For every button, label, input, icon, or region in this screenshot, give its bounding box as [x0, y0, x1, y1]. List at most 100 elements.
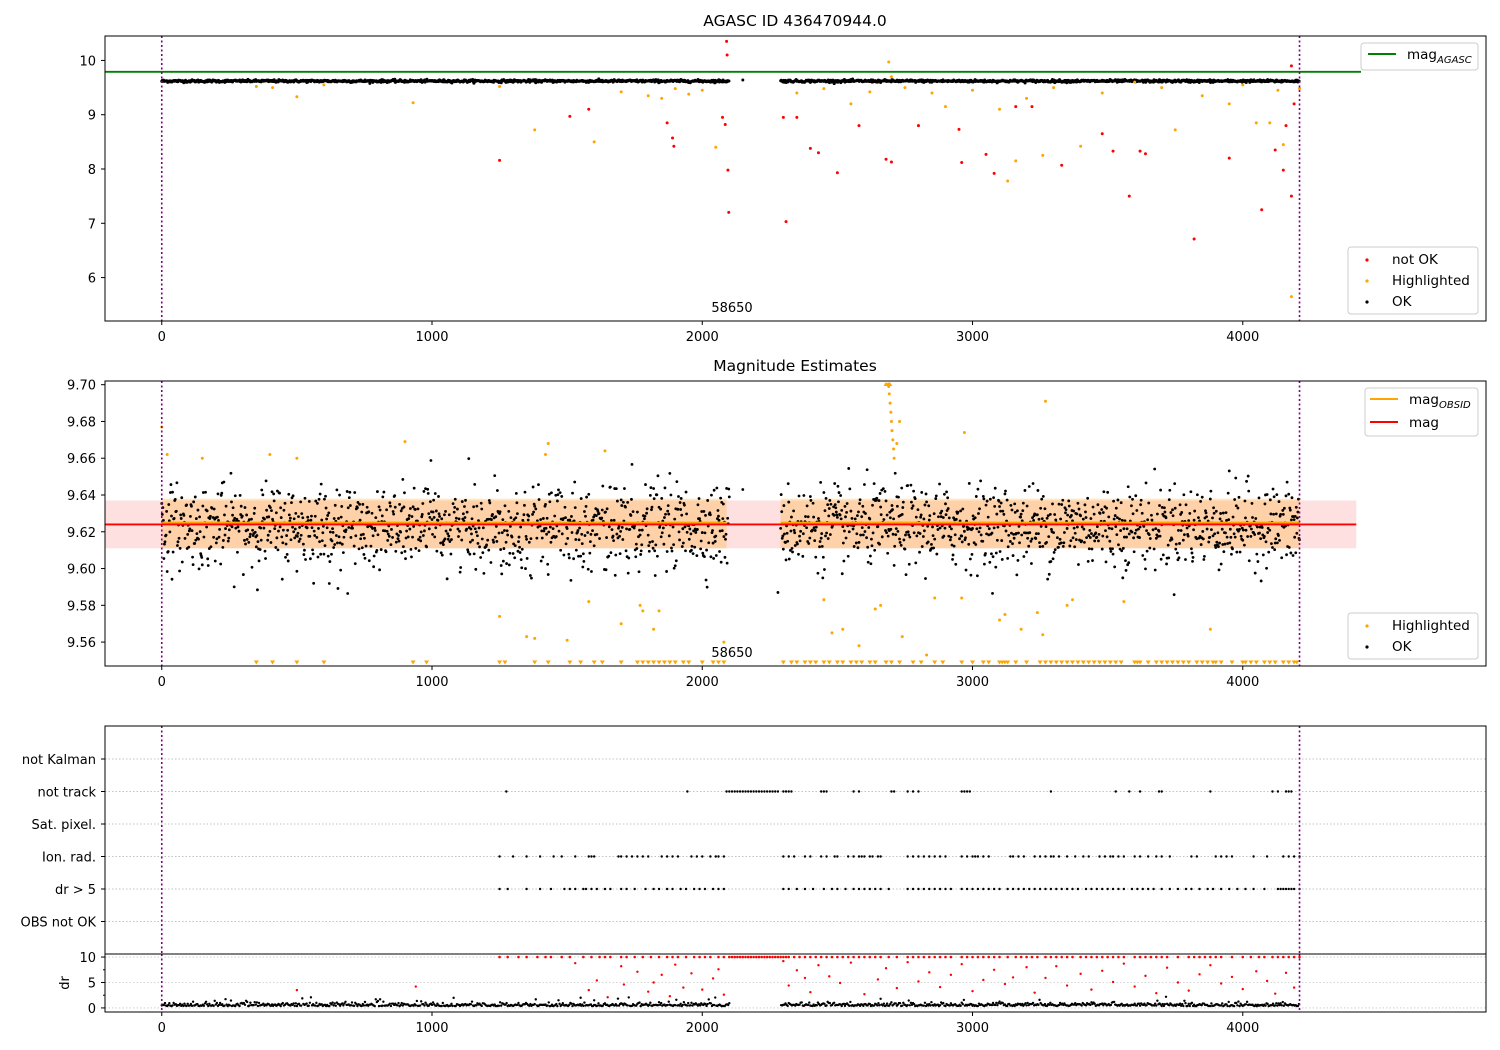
legend-marker-ok [1365, 300, 1369, 304]
ok-point [981, 494, 985, 498]
ok-point [793, 544, 797, 547]
flag-point [987, 855, 990, 858]
ok-point [886, 534, 890, 538]
dr-ok-point [381, 1004, 384, 1007]
ok-point [811, 501, 815, 505]
dr-ok-point [382, 1000, 385, 1003]
ok-point [1190, 547, 1193, 551]
highlighted-point [1035, 611, 1039, 615]
ok-point [865, 468, 869, 472]
ok-point [227, 536, 231, 540]
ok-point [833, 482, 837, 485]
flag-point [887, 887, 890, 891]
ok-point [240, 514, 244, 518]
clipped-highlighted-marker [1075, 660, 1081, 665]
dr-ok-point [454, 1004, 457, 1008]
flag-point [1211, 887, 1215, 891]
legend-marker-not-ok [1365, 258, 1369, 262]
ok-point [411, 505, 415, 509]
ok-point [209, 545, 213, 549]
ok-point [829, 502, 833, 506]
not-ok-point [723, 122, 727, 126]
dr-ok-point [690, 1001, 693, 1005]
ok-point [812, 526, 816, 530]
ok-point [821, 576, 825, 580]
ok-point [1253, 571, 1257, 575]
flag-row-label: Sat. pixel. [32, 818, 96, 833]
ok-point [903, 547, 907, 551]
ok-point [784, 558, 788, 562]
clipped-highlighted-marker [591, 660, 597, 665]
ok-point [1045, 516, 1049, 520]
ok-point [1060, 503, 1064, 506]
highlighted-point [857, 644, 861, 648]
ok-point [373, 526, 377, 530]
ok-point [660, 531, 664, 535]
ok-point [479, 501, 483, 505]
ok-point [548, 500, 552, 504]
chart-title: AGASC ID 436470944.0 [703, 12, 887, 30]
ok-point [456, 507, 459, 511]
ok-point [564, 516, 567, 520]
ok-point [651, 546, 655, 550]
ok-point [951, 553, 955, 557]
flag-point [811, 887, 815, 891]
not-ok-point [1281, 168, 1285, 172]
clipped-highlighted-marker [1118, 660, 1124, 665]
ok-point [1037, 532, 1040, 536]
ok-point [1290, 518, 1293, 522]
ok-point [298, 537, 302, 541]
flag-point [1074, 855, 1077, 858]
dr-ok-point [635, 1004, 638, 1007]
ok-point [465, 527, 469, 531]
ok-point [525, 537, 528, 541]
ok-point [702, 510, 706, 513]
ok-point [1172, 593, 1176, 597]
ok-point [1224, 511, 1228, 515]
ok-point [401, 478, 405, 481]
not-ok-point [1284, 124, 1288, 128]
ok-point [310, 526, 314, 530]
ok-point [618, 534, 621, 538]
ok-point [1114, 506, 1118, 510]
ok-point [678, 538, 681, 542]
flag-point [644, 887, 647, 891]
ok-point [505, 529, 509, 533]
ok-point [699, 547, 703, 551]
highlighted-point [498, 614, 502, 618]
ok-point [359, 533, 363, 537]
ok-point [1124, 568, 1128, 572]
dr-plot-area [105, 954, 1486, 1012]
flag-point [1287, 887, 1290, 891]
highlighted-point [1065, 603, 1069, 607]
highlighted-point [925, 653, 929, 657]
dr-ok-point [649, 1001, 652, 1004]
not-ok-point [1289, 194, 1293, 198]
flag-point [871, 855, 874, 858]
highlighted-point [889, 75, 893, 79]
ok-point [501, 559, 505, 563]
ok-point [623, 487, 626, 490]
flag-point [538, 855, 542, 858]
flag-point [933, 887, 936, 891]
ok-point [210, 506, 214, 510]
clipped-highlighted-marker [1053, 660, 1059, 665]
ok-point [614, 487, 618, 491]
clipped-highlighted-marker [1286, 660, 1292, 665]
ok-point [278, 491, 281, 495]
ok-point [297, 540, 301, 543]
highlighted-point [1006, 179, 1010, 183]
ok-point [976, 487, 980, 491]
flag-point [1279, 887, 1282, 891]
clipped-highlighted-marker [1013, 660, 1019, 665]
ok-point [348, 504, 352, 507]
ok-point [519, 525, 523, 529]
ok-point [265, 508, 269, 512]
dr-ok-point [397, 1001, 400, 1005]
ok-point [855, 514, 859, 518]
ok-point [1081, 517, 1085, 521]
ok-point [1190, 551, 1194, 555]
ok-point [348, 490, 352, 494]
flag-point [968, 790, 972, 793]
